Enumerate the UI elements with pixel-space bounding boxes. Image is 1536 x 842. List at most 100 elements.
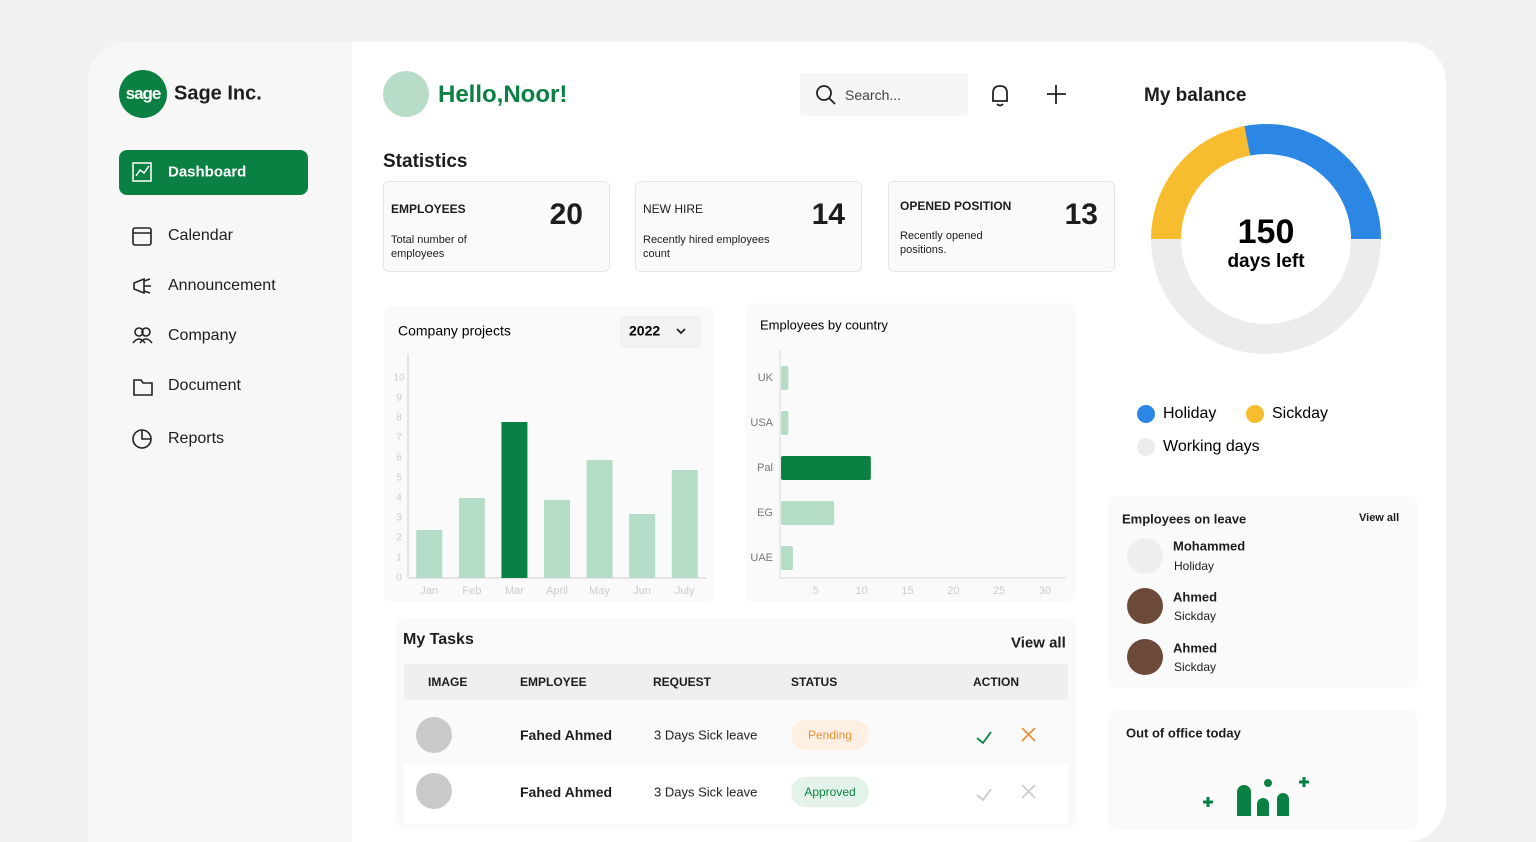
- leave-name: Mohammed: [1173, 538, 1246, 554]
- legend-label: Sickday: [1272, 405, 1328, 422]
- charts-layer: Company projects 2022 0 1 2 3 4 5 6 7 8 9 10 Jan Feb Ma…: [132, 85, 1381, 816]
- leave-status: Sickday: [1174, 660, 1217, 674]
- search-placeholder[interactable]: Search...: [845, 87, 902, 103]
- nav-item[interactable]: Document: [168, 377, 241, 394]
- icon: [676, 85, 1066, 802]
- x-tick-label: July: [675, 585, 695, 597]
- leave-status: Sickday: [1174, 609, 1217, 623]
- x-tick-label: May: [589, 585, 610, 597]
- bar: [781, 501, 835, 525]
- chart-panel: [745, 303, 1076, 602]
- view-all[interactable]: View all: [1011, 634, 1066, 652]
- stat-description: Recently opened positions.: [900, 230, 983, 256]
- employee-photo: [1127, 639, 1163, 675]
- bar: [671, 470, 698, 578]
- donut-segment: [1151, 238, 1381, 354]
- request: 3 Days Sick leave: [654, 784, 758, 800]
- user-avatar[interactable]: [383, 71, 429, 117]
- employee-photo: [416, 717, 452, 753]
- logo: sage: [119, 70, 167, 118]
- y-tick-label: 5: [396, 473, 402, 484]
- employee-photo: [416, 773, 452, 809]
- stat-label: NEW HIRE: [643, 202, 703, 216]
- nav-item[interactable]: Calendar: [168, 227, 233, 244]
- nav-item[interactable]: Company: [168, 327, 237, 344]
- y-tick-label: 6: [396, 453, 402, 464]
- chart-title: Company projects: [398, 323, 511, 339]
- out-of-office-title: Out of office today: [1126, 725, 1241, 741]
- status-pill: Approved: [791, 777, 869, 807]
- y-tick-label: 0: [396, 573, 402, 584]
- x-tick-label: Jun: [633, 585, 651, 597]
- y-tick-label: EG: [757, 507, 773, 519]
- icon: [132, 162, 152, 182]
- employee-photo: [1127, 538, 1163, 574]
- y-tick-label: UAE: [750, 552, 773, 564]
- bar: [629, 514, 656, 578]
- bar: [781, 411, 789, 435]
- donut-segment: [1151, 126, 1251, 240]
- bar: [586, 460, 613, 578]
- x-tick-label: Feb: [462, 585, 481, 597]
- bar: [458, 498, 485, 578]
- stat-card: OPENED POSITION 13 Recently opened posit…: [888, 181, 1115, 272]
- table-header: [404, 664, 1068, 700]
- y-tick-label: Pal: [757, 462, 773, 474]
- bar: [416, 530, 443, 578]
- bar: [781, 366, 789, 390]
- year-filter: 2022: [629, 323, 660, 339]
- stat-card: EMPLOYEES 20 Total number of employees: [383, 181, 610, 272]
- employee-name: Fahed Ahmed: [520, 727, 613, 743]
- search-box[interactable]: [800, 73, 968, 116]
- column-header: EMPLOYEE: [520, 675, 587, 689]
- balance-title: My balance: [1144, 85, 1247, 106]
- legend-swatch: [1137, 438, 1155, 456]
- y-tick-label: 2: [396, 533, 402, 544]
- column-header: IMAGE: [428, 675, 468, 689]
- bar: [544, 500, 570, 578]
- stat-description: Total number of employees: [391, 234, 467, 260]
- nav-item[interactable]: Dashboard: [168, 163, 247, 181]
- nav-item[interactable]: Announcement: [168, 277, 276, 294]
- bar: [781, 456, 871, 480]
- x-tick-label: Mar: [505, 585, 524, 597]
- x-tick-label: 15: [901, 585, 913, 597]
- legend-swatch: [1137, 405, 1155, 423]
- nav-item[interactable]: Reports: [168, 430, 225, 447]
- column-header: STATUS: [791, 675, 838, 689]
- chart-title: Employees by country: [760, 317, 888, 332]
- y-tick-label: 10: [393, 373, 405, 384]
- y-tick-label: 8: [396, 413, 402, 424]
- table-row: [404, 764, 1068, 824]
- y-tick-label: 9: [396, 393, 402, 404]
- stat-value: 13: [1064, 198, 1098, 231]
- page: sage Sage Inc. Dashboard Calendar Announ…: [88, 42, 1446, 842]
- request: 3 Days Sick leave: [654, 727, 758, 743]
- x-tick-label: 10: [856, 585, 868, 597]
- donut-segment: [1244, 124, 1381, 240]
- stat-value: 14: [811, 198, 845, 231]
- brand: Sage Inc.: [174, 82, 262, 105]
- x-tick-label: Jan: [420, 585, 438, 597]
- leave-name: Ahmed: [1173, 640, 1218, 656]
- center-label: days left: [1227, 251, 1305, 272]
- x-tick-label: April: [546, 585, 568, 597]
- leave-name: Ahmed: [1173, 589, 1218, 605]
- legend-label: Holiday: [1163, 405, 1216, 422]
- y-tick-label: 4: [396, 493, 402, 504]
- employee-photo: [1127, 588, 1163, 624]
- tasks-title: My Tasks: [403, 631, 474, 648]
- y-tick-label: 7: [396, 433, 402, 444]
- legend-label: Working days: [1163, 438, 1260, 455]
- view-all[interactable]: View all: [1359, 512, 1400, 524]
- employee-name: Fahed Ahmed: [520, 784, 613, 800]
- legend-swatch: [1246, 405, 1264, 423]
- bar: [781, 546, 793, 570]
- y-tick-label: 1: [396, 553, 402, 564]
- bar: [501, 422, 528, 578]
- x-tick-label: 30: [1039, 585, 1051, 597]
- year-select[interactable]: [620, 316, 702, 348]
- y-tick-label: USA: [750, 417, 773, 429]
- stat-card: NEW HIRE 14 Recently hired employees cou…: [635, 181, 862, 272]
- x-tick-label: 20: [947, 585, 959, 597]
